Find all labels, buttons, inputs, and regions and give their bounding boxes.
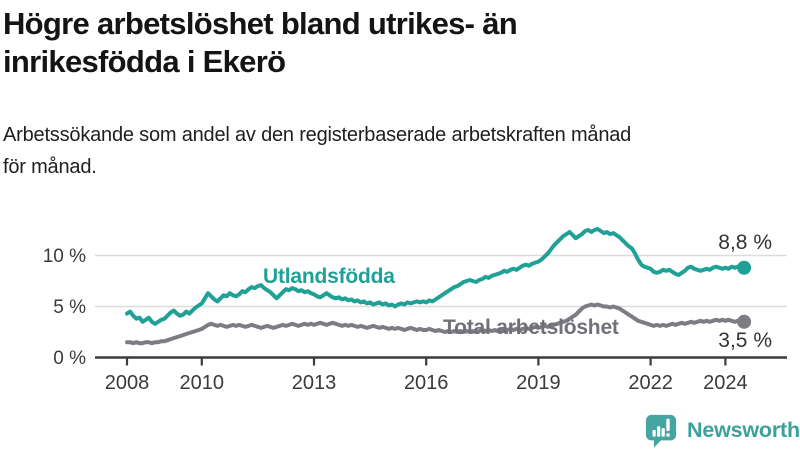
series-line-utlandsfodda [125, 227, 747, 326]
newsworthy-logo-icon [645, 414, 677, 448]
x-axis-label-2019: 2019 [516, 372, 561, 394]
chart-subtitle-line2: för månad. [3, 156, 97, 178]
x-axis-label-2016: 2016 [404, 372, 449, 394]
chart-subtitle-line1: Arbetssökande som andel av den registerb… [3, 124, 632, 146]
x-axis-label-2013: 2013 [292, 372, 337, 394]
end-dot-total [737, 314, 752, 329]
x-axis-label-2008: 2008 [105, 372, 150, 394]
chart-title-line1: Högre arbetslöshet bland utrikes- än [3, 6, 518, 41]
end-value-label-utlandsfodda: 8,8 % [718, 231, 772, 254]
y-axis-label-0: 0 % [53, 348, 86, 369]
y-axis-label-5: 5 % [53, 297, 86, 318]
end-value-label-total: 3,5 % [718, 329, 772, 352]
chart-title-line2: inrikesfödda i Ekerö [3, 44, 286, 79]
chart-title: Högre arbetslöshet bland utrikes- än inri… [3, 5, 773, 81]
series-label-total-arbetsloshet: Total arbetslöshet [443, 316, 619, 339]
series-label-utlandsfodda: Utlandsfödda [263, 265, 395, 288]
newsworthy-wordmark: Newsworthy [687, 418, 800, 442]
chart-subtitle: Arbetssökande som andel av den registerb… [3, 119, 793, 183]
x-axis-label-2022: 2022 [628, 372, 673, 394]
x-axis-label-2024: 2024 [703, 372, 748, 394]
series-line-total [125, 302, 747, 346]
x-axis-label-2010: 2010 [180, 372, 225, 394]
end-dot-utlandsfodda [737, 260, 752, 275]
newsworthy-branding: Newsworthy [644, 413, 800, 448]
y-axis-label-10: 10 % [43, 246, 86, 267]
